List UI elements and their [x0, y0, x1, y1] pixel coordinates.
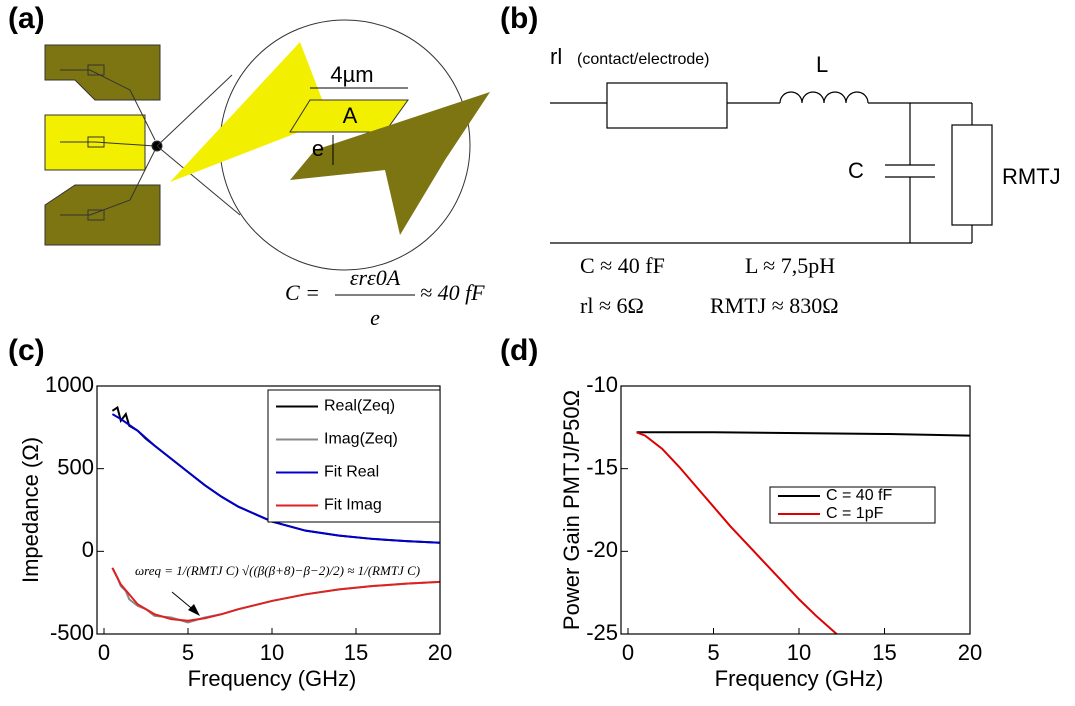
y-tick-label: -25 [586, 620, 618, 645]
x-tick-label: 10 [260, 640, 284, 665]
x-tick-label: 15 [344, 640, 368, 665]
formula-numerator: εrε0A [350, 265, 401, 290]
capacitor-label: C [848, 158, 864, 183]
inductor-label: L [816, 52, 828, 77]
legend-label: Fit Real [324, 464, 379, 481]
resistor-label: RMTJ [1002, 164, 1061, 189]
x-tick-label: 0 [622, 640, 634, 665]
plot-frame [620, 385, 971, 635]
legend-label: Real(Zeq) [324, 398, 395, 415]
y-tick-label: 0 [82, 537, 94, 562]
circuit [550, 82, 993, 244]
formula-lhs: C = [285, 280, 320, 305]
contact-label: rl [550, 44, 562, 69]
gap-label: e [312, 136, 324, 161]
panel-label: (a) [8, 2, 45, 35]
legend-label: Fit Imag [324, 497, 382, 514]
device-drawing [44, 19, 490, 271]
area-label: A [343, 103, 358, 128]
x-tick-label: 5 [182, 640, 194, 665]
legend [769, 486, 936, 524]
panel-label: (b) [500, 2, 538, 35]
y-tick-label: -500 [50, 620, 94, 645]
y-tick-label: -10 [586, 372, 618, 397]
value-label: RMTJ ≈ 830Ω [710, 293, 839, 318]
series-line [111, 413, 441, 544]
legend [267, 389, 441, 523]
y-tick-label: 1000 [45, 372, 94, 397]
x-tick-label: 15 [872, 640, 896, 665]
series-line [636, 431, 971, 437]
formula-rhs: ≈ 40 fF [420, 280, 485, 305]
x-axis-label: Frequency (GHz) [188, 666, 357, 691]
panel-label: (c) [8, 334, 45, 367]
panel-label: (d) [500, 334, 538, 367]
value-label: rl ≈ 6Ω [580, 293, 644, 318]
annotation: ωreq = 1/(RMTJ C) √((β(β+8)−β−2)/2) ≈ 1/… [135, 563, 420, 578]
series-line [636, 431, 838, 635]
series-line [111, 567, 441, 622]
x-axis-label: Frequency (GHz) [715, 666, 884, 691]
legend-label: Imag(Zeq) [324, 431, 398, 448]
legend-label: C = 40 fF [826, 487, 892, 504]
value-label: L ≈ 7,5pH [745, 253, 835, 278]
arrow-head [188, 604, 200, 616]
y-axis-label: Impedance (Ω) [18, 437, 43, 583]
x-tick-label: 0 [98, 640, 110, 665]
x-tick-label: 20 [428, 640, 452, 665]
dimension-label: 4µm [330, 62, 373, 87]
y-tick-label: 500 [57, 454, 94, 479]
legend-label: C = 1pF [826, 505, 884, 522]
formula-denominator: e [370, 305, 380, 330]
value-label: C ≈ 40 fF [580, 253, 665, 278]
y-tick-label: -20 [586, 537, 618, 562]
x-tick-label: 10 [787, 640, 811, 665]
y-axis-label: Power Gain PMTJ/P50Ω [559, 390, 584, 630]
x-tick-label: 5 [707, 640, 719, 665]
y-tick-label: -15 [586, 454, 618, 479]
x-tick-label: 20 [958, 640, 982, 665]
contact-note: (contact/electrode) [577, 51, 710, 68]
